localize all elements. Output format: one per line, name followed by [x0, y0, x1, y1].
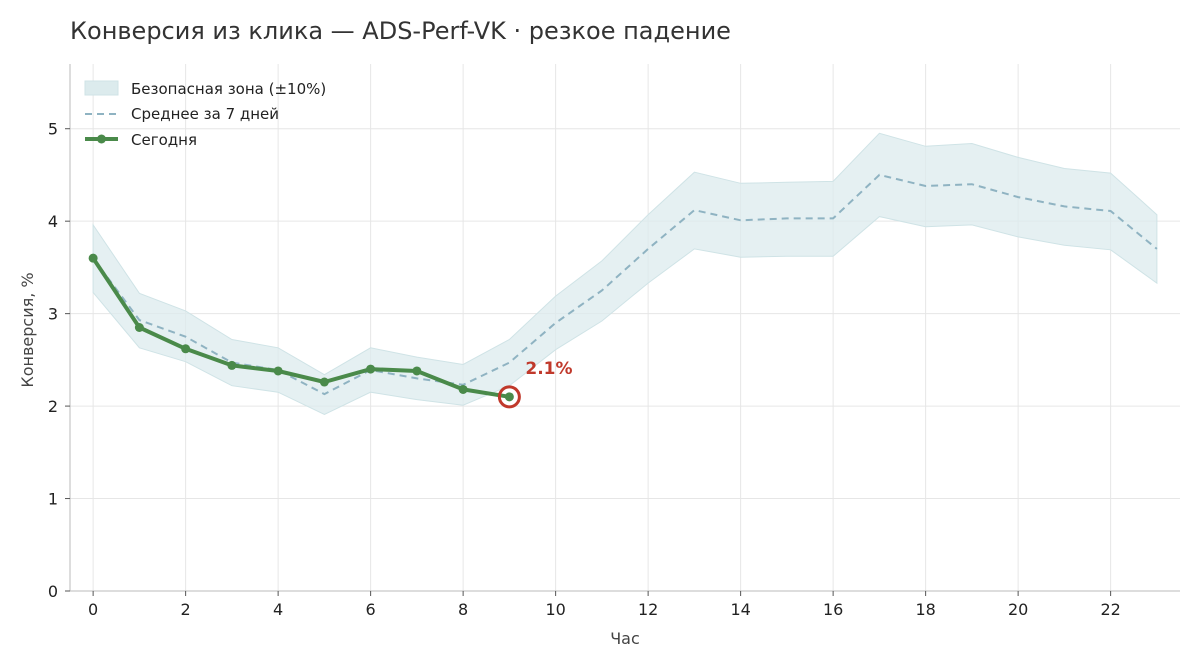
data-point [504, 392, 514, 402]
x-tick-label: 10 [545, 600, 565, 619]
y-tick-label: 5 [48, 120, 58, 139]
y-tick-label: 2 [48, 397, 58, 416]
y-axis-label: Конверсия, % [18, 272, 37, 387]
data-point [412, 366, 422, 376]
data-point [273, 366, 283, 376]
alert-ring [497, 385, 521, 409]
data-point [181, 344, 191, 354]
x-tick-label: 6 [366, 600, 376, 619]
x-tick-label: 2 [181, 600, 191, 619]
x-tick-label: 20 [1008, 600, 1028, 619]
legend-swatch-band [84, 80, 119, 96]
annotation-layer: 2.1% [497, 359, 573, 409]
x-tick-label: 14 [730, 600, 750, 619]
grid [70, 64, 1180, 592]
legend-label-avg: Среднее за 7 дней [131, 105, 279, 123]
x-tick-label: 12 [638, 600, 658, 619]
x-tick-label: 8 [458, 600, 468, 619]
data-point [458, 384, 468, 394]
y-tick-label: 0 [48, 582, 58, 601]
series-layer [88, 173, 1158, 402]
data-point [319, 377, 329, 387]
x-tick-label: 16 [823, 600, 843, 619]
data-point [134, 323, 144, 332]
axes [69, 64, 1180, 592]
x-axis-label: Час [610, 629, 640, 648]
chart-title: Конверсия из клика — ADS-Perf-VK · резко… [70, 17, 731, 45]
y-tick-label: 3 [48, 305, 58, 324]
legend-marker-today [97, 134, 106, 144]
data-point [88, 253, 98, 263]
data-point [227, 360, 237, 370]
band-layer [92, 132, 1158, 415]
x-tick-label: 18 [915, 600, 935, 619]
x-tick-label: 0 [88, 600, 98, 619]
series-line-today [91, 256, 512, 399]
x-tick-label: 22 [1100, 600, 1120, 619]
y-tick-label: 1 [48, 490, 58, 509]
safe-zone-band [92, 132, 1158, 415]
legend-label-today: Сегодня [131, 131, 197, 149]
y-tick-label: 4 [48, 212, 58, 231]
x-tick-label: 4 [273, 600, 283, 619]
annotation-label: 2.1% [525, 359, 572, 379]
legend: Безопасная зона (±10%) Среднее за 7 дней С… [84, 80, 326, 149]
data-point [366, 364, 376, 374]
legend-label-band: Безопасная зона (±10%) [131, 80, 326, 98]
